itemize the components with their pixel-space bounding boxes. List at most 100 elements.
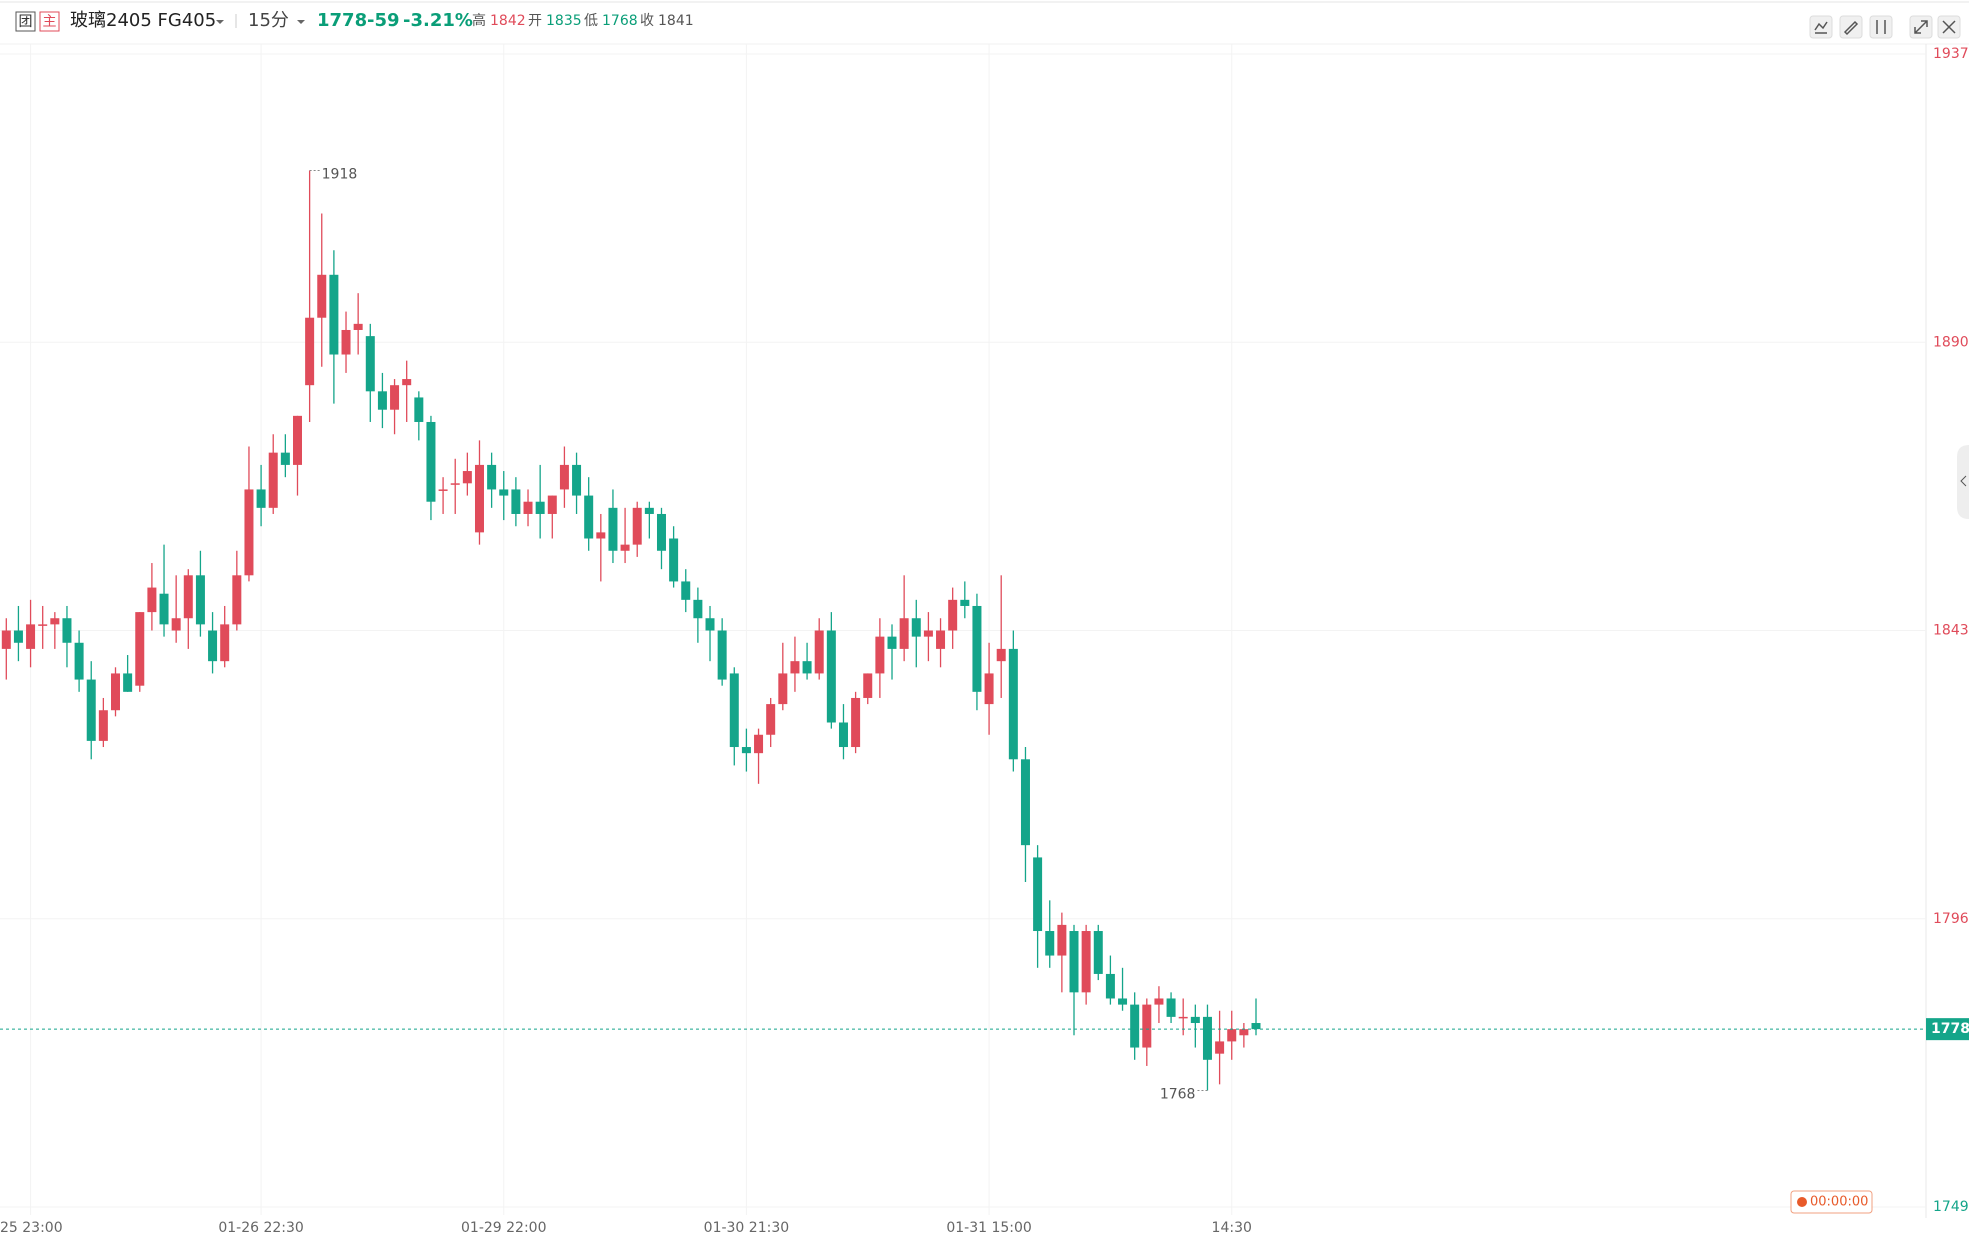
candle-body	[1227, 1029, 1237, 1042]
candle-body	[13, 630, 23, 643]
candle-body	[377, 391, 387, 410]
x-tick-label: 14:30	[1212, 1220, 1252, 1236]
candle-body	[523, 501, 533, 514]
side-tab[interactable]	[1957, 445, 1969, 519]
candle-body	[329, 274, 339, 355]
candle-body	[632, 507, 642, 545]
candle-body	[365, 336, 375, 392]
candle-body	[123, 673, 133, 692]
y-tick-label: 1796	[1933, 911, 1969, 927]
candle-body	[1057, 924, 1067, 956]
candle-body	[292, 415, 302, 465]
period[interactable]: 15分	[248, 10, 289, 31]
candle-body	[669, 538, 679, 582]
icon	[1914, 20, 1928, 34]
candle-body	[487, 464, 497, 490]
dropdown-arrow[interactable]	[297, 20, 305, 24]
candle-body	[171, 618, 181, 631]
badge-box[interactable]	[15, 11, 36, 32]
candle-body	[887, 636, 897, 649]
candle-body	[584, 495, 594, 539]
candle-body	[960, 599, 970, 606]
candle-body	[183, 575, 193, 619]
candle-body	[232, 575, 242, 625]
stat-label: 高	[472, 12, 486, 29]
candle-body	[608, 507, 618, 551]
candle-body	[147, 587, 157, 613]
candle-body	[838, 722, 848, 748]
candle-body	[1202, 1016, 1212, 1060]
candle-body	[766, 704, 776, 735]
candle-body	[863, 673, 873, 698]
candle-body	[1033, 857, 1043, 932]
badge[interactable]: 主	[43, 14, 57, 30]
candle-body	[826, 630, 836, 723]
candle-body	[1093, 931, 1103, 974]
candle-body	[535, 501, 545, 514]
last-price: 1778	[317, 10, 367, 31]
badge[interactable]: 团	[19, 14, 33, 30]
candle-body	[38, 624, 48, 626]
candle-body	[1020, 759, 1030, 846]
candle-body	[1190, 1016, 1200, 1024]
candle-body	[438, 489, 448, 491]
y-tick-label: 1749	[1933, 1199, 1969, 1215]
tool-button[interactable]	[1869, 15, 1893, 39]
candle-body	[414, 397, 424, 422]
candle-body	[1008, 648, 1018, 760]
candle-body	[899, 618, 909, 649]
candle-body	[996, 648, 1006, 662]
candle-body	[851, 697, 861, 748]
candle-body	[948, 599, 958, 631]
candle-body	[402, 379, 412, 386]
candle-body	[317, 274, 327, 318]
badge-box[interactable]	[39, 11, 60, 32]
candle-body	[62, 618, 72, 643]
high-label: 1918	[322, 167, 358, 183]
candle-body	[1178, 1016, 1188, 1019]
candle-body	[923, 630, 933, 637]
icon	[1876, 20, 1886, 34]
dropdown-arrow[interactable]	[216, 20, 224, 24]
candle-body	[705, 618, 715, 631]
candle-body	[86, 679, 96, 741]
x-tick-label: 01-31 15:00	[946, 1220, 1031, 1236]
candle-body	[50, 618, 60, 625]
stat: 1842	[490, 13, 526, 29]
last-price-label: 1778	[1931, 1021, 1969, 1037]
candle-body	[984, 673, 994, 705]
candle-body	[1154, 998, 1164, 1005]
last-price-box	[1926, 1018, 1969, 1041]
candle-body	[741, 747, 751, 754]
candle-body	[875, 636, 885, 674]
candle-body	[596, 532, 606, 539]
candle-body	[1239, 1029, 1249, 1036]
x-tick-label: 01-30 21:30	[704, 1220, 789, 1236]
candle-body	[74, 642, 84, 680]
candle-body	[220, 624, 230, 662]
symbol[interactable]: 玻璃2405 FG405	[70, 10, 216, 31]
candle-body	[1215, 1041, 1225, 1054]
candle-body	[1, 630, 11, 649]
candle-body	[1045, 931, 1055, 956]
candle-body	[280, 452, 290, 465]
candle-body	[693, 599, 703, 619]
candle-body	[802, 661, 812, 674]
candle-body	[1118, 998, 1128, 1005]
stat: 1768	[602, 13, 638, 29]
candle-body	[547, 495, 557, 514]
candle-body	[681, 581, 691, 600]
icon	[1960, 475, 1967, 487]
candle-body	[1081, 931, 1091, 993]
candle-body	[790, 661, 800, 674]
low-label: 1768	[1160, 1086, 1196, 1102]
change-pct: -3.21%	[403, 10, 473, 31]
stat-label: 收	[640, 13, 654, 29]
candle-body	[778, 673, 788, 705]
candle-body	[474, 464, 484, 533]
candle-body	[26, 624, 36, 649]
candle-body	[341, 329, 351, 355]
candle-body	[717, 630, 727, 680]
